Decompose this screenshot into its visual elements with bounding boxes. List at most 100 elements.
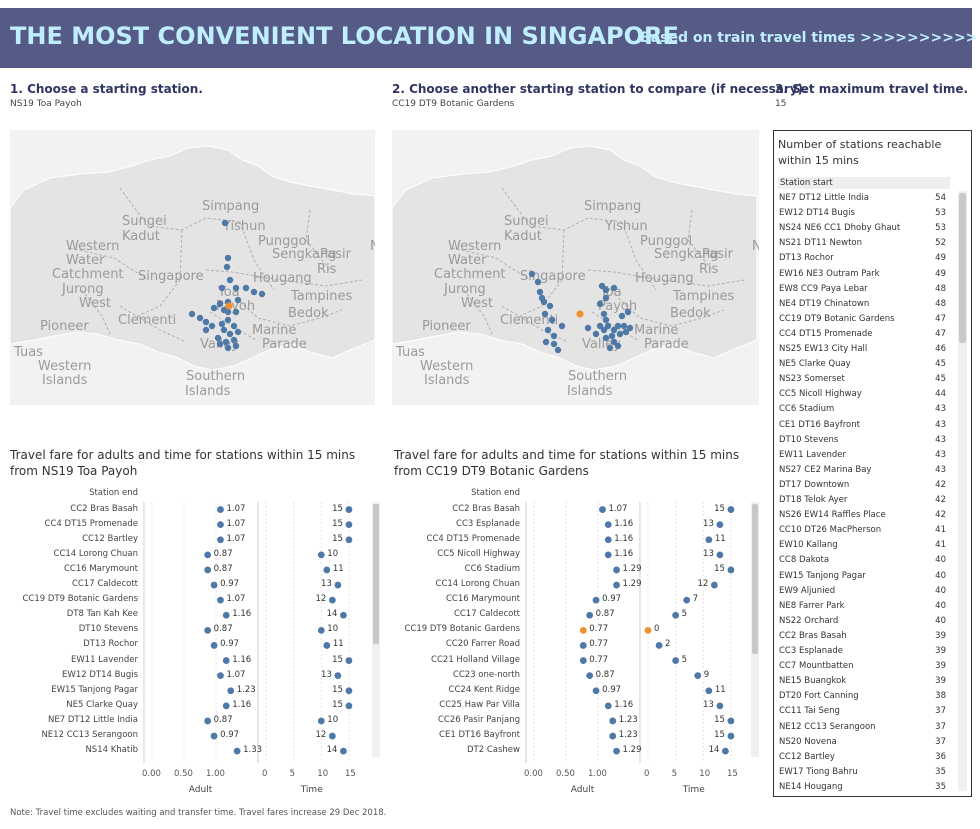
fare-dot[interactable] (217, 506, 224, 513)
map2-start-station-dot[interactable] (576, 310, 584, 318)
reachable-row[interactable]: CC2 Bras Basah 39 (774, 629, 954, 644)
station-end-label[interactable]: CC3 Esplanade (456, 518, 520, 529)
map1-station-dot[interactable] (202, 318, 210, 326)
map2-station-dot[interactable] (541, 310, 549, 318)
map1-station-dot[interactable] (230, 336, 238, 344)
time-dot[interactable] (317, 717, 325, 725)
map2-station-dot[interactable] (620, 322, 628, 330)
reachable-scroll-thumb[interactable] (959, 193, 966, 343)
reachable-row[interactable]: CC19 DT9 Botanic Gardens 47 (774, 312, 954, 327)
fare-dot[interactable] (604, 536, 612, 544)
station-end-label[interactable]: CC2 Bras Basah (452, 503, 520, 514)
time-dot[interactable] (317, 551, 325, 559)
reachable-row[interactable]: DT13 Rochor 49 (774, 251, 954, 266)
map1-station-dot[interactable] (250, 288, 258, 296)
map2-station-dot[interactable] (610, 326, 618, 334)
station-end-label[interactable]: EW12 DT14 Bugis (62, 669, 138, 680)
reachable-row[interactable]: CC5 Nicoll Highway 44 (774, 387, 954, 402)
reachable-row[interactable]: NS24 NE6 CC1 Dhoby Ghaut 53 (774, 221, 954, 236)
reachable-row[interactable]: EW17 Tiong Bahru 35 (774, 765, 954, 780)
reachable-row[interactable]: CC8 Dakota 40 (774, 553, 954, 568)
reachable-row[interactable]: CC4 DT15 Promenade 47 (774, 327, 954, 342)
reachable-row[interactable]: EW15 Tanjong Pagar 40 (774, 569, 954, 584)
station-end-label[interactable]: CC4 DT15 Promenade (44, 518, 138, 529)
map1-svg[interactable]: SimpangSungeiKadutYishunPunggolSengkangP… (10, 130, 375, 405)
map2-station-dot[interactable] (602, 316, 610, 324)
map2-station-dot[interactable] (602, 286, 610, 294)
map1-station-dot[interactable] (226, 276, 234, 284)
reachable-row[interactable]: DT10 Stevens 43 (774, 433, 954, 448)
reachable-row[interactable]: NE5 Clarke Quay 45 (774, 357, 954, 372)
map1-station-dot[interactable] (224, 344, 232, 352)
map2-station-dot[interactable] (600, 310, 608, 318)
time-dot[interactable] (672, 611, 680, 619)
station-end-label[interactable]: CC14 Lorong Chuan (435, 579, 520, 590)
fare-dot[interactable] (222, 611, 230, 619)
fare-dot[interactable] (204, 566, 212, 574)
compare-station-selector[interactable]: CC19 DT9 Botanic Gardens (392, 99, 515, 109)
map2-station-dot[interactable] (546, 302, 554, 310)
time-dot[interactable] (727, 566, 735, 574)
map2-station-dot[interactable] (528, 270, 536, 278)
fare-dot[interactable] (210, 732, 218, 740)
fare-dot[interactable] (599, 506, 606, 513)
map2-station-dot[interactable] (550, 332, 558, 340)
map2-station-dot[interactable] (548, 316, 556, 324)
reachable-row[interactable]: NE4 DT19 Chinatown 48 (774, 297, 954, 312)
reachable-row[interactable]: EW12 DT14 Bugis 53 (774, 206, 954, 221)
fare-dot[interactable] (210, 642, 218, 649)
station-end-label[interactable]: CC6 Stadium (464, 563, 520, 574)
fare-dot[interactable] (210, 581, 218, 589)
time-dot[interactable] (328, 596, 336, 604)
fare-dot[interactable] (609, 732, 617, 740)
fare-dot[interactable] (217, 672, 224, 680)
fare-dot[interactable] (579, 626, 587, 634)
right-table-scrollbar[interactable] (751, 502, 759, 757)
time-dot[interactable] (716, 521, 724, 529)
time-dot[interactable] (340, 747, 347, 755)
time-dot[interactable] (710, 581, 718, 589)
fare-dot[interactable] (613, 581, 620, 589)
map1-station-dot[interactable] (258, 290, 266, 298)
reachable-row[interactable]: NS21 DT11 Newton 52 (774, 236, 954, 251)
station-end-label[interactable]: NE12 CC13 Serangoon (41, 730, 138, 741)
station-end-label[interactable]: CC14 Lorong Chuan (53, 548, 138, 559)
map1-station-dot[interactable] (188, 310, 196, 318)
reachable-row[interactable]: NS26 EW14 Raffles Place 42 (774, 508, 954, 523)
fare-dot[interactable] (222, 657, 230, 664)
time-dot[interactable] (727, 732, 735, 740)
map1-station-dot[interactable] (224, 316, 232, 324)
map2-station-dot[interactable] (626, 324, 634, 332)
station-end-label[interactable]: CE1 DT16 Bayfront (439, 730, 520, 741)
left-scroll-thumb[interactable] (373, 504, 379, 644)
map2-station-dot[interactable] (604, 322, 612, 330)
fare-dot[interactable] (604, 521, 612, 529)
station-end-label[interactable]: CC17 Caldecott (71, 579, 138, 590)
map1-station-dot[interactable] (220, 326, 228, 334)
map2-station-dot[interactable] (540, 298, 548, 306)
map1-station-dot[interactable] (202, 326, 210, 334)
map2-station-dot[interactable] (602, 294, 610, 302)
time-dot[interactable] (328, 732, 336, 740)
time-dot[interactable] (345, 657, 353, 664)
map2-station-dot[interactable] (592, 330, 600, 338)
fare-dot[interactable] (217, 521, 224, 529)
fare-dot[interactable] (613, 747, 620, 755)
map2-station-dot[interactable] (610, 338, 618, 346)
map1-station-dot[interactable] (196, 314, 204, 322)
map2-station-dot[interactable] (534, 278, 542, 286)
map1-station-dot[interactable] (232, 342, 240, 350)
time-dot[interactable] (345, 506, 353, 513)
map2-svg[interactable]: SimpangSungeiKadutYishunPunggolSengkangP… (392, 130, 759, 405)
map2-station-dot[interactable] (622, 328, 630, 336)
map2-station-dot[interactable] (602, 334, 610, 342)
fare-dot[interactable] (604, 702, 612, 710)
fare-dot[interactable] (204, 717, 212, 725)
map1-station-dot[interactable] (218, 284, 226, 292)
station-end-label[interactable]: CC26 Pasir Panjang (437, 714, 520, 725)
map2-station-dot[interactable] (554, 346, 562, 354)
fare-dot[interactable] (217, 596, 224, 604)
station-end-label[interactable]: CC19 DT9 Botanic Gardens (404, 624, 520, 635)
time-dot[interactable] (716, 702, 724, 710)
reachable-row[interactable]: EW10 Kallang 41 (774, 538, 954, 553)
